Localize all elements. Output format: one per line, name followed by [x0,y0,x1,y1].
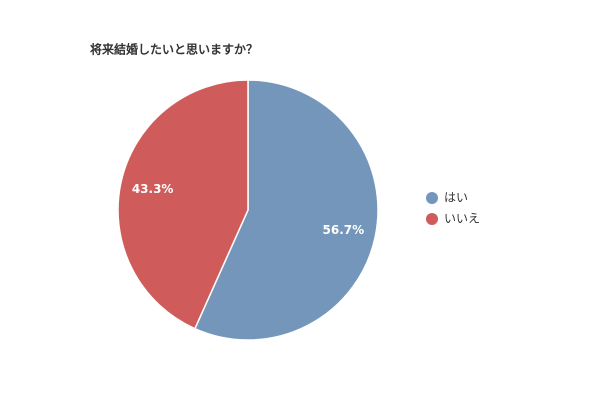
pie-slice [193,79,379,341]
legend-label: はい [444,191,468,205]
legend-label: いいえ [444,212,480,226]
data-label: 56.7% [323,223,365,237]
legend-marker [426,192,438,204]
chart-title: 将来結婚したいと思いますか？ [90,42,258,57]
legend-marker [426,213,438,225]
pie-slice [117,79,249,330]
data-label: 43.3% [132,182,174,196]
